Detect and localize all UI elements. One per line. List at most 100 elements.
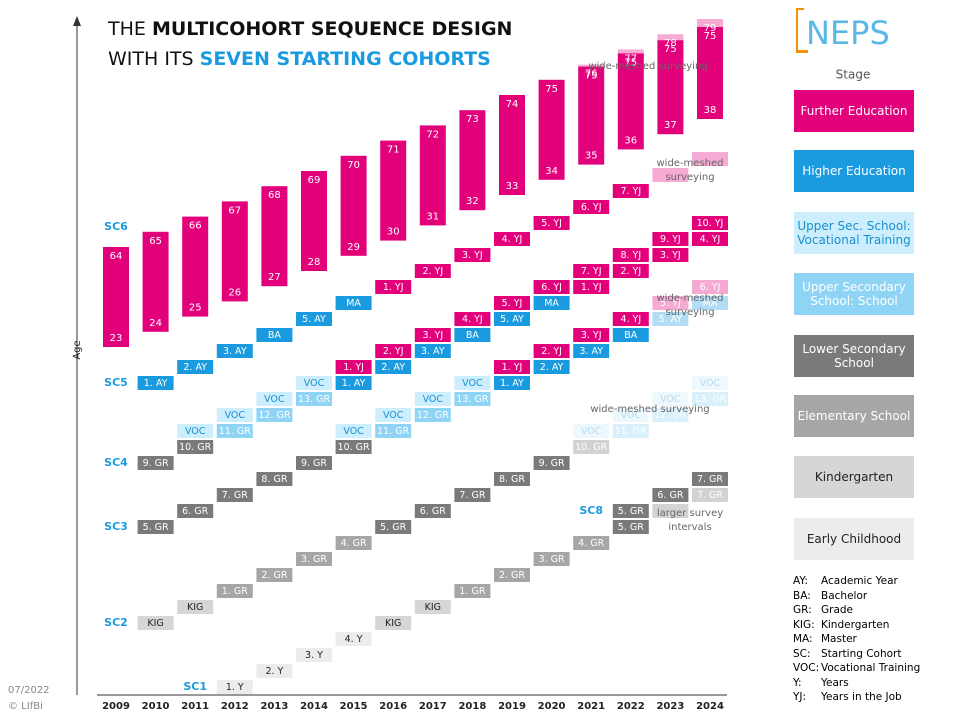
cell: 12. GR: [256, 408, 293, 422]
age-label: 36: [624, 135, 637, 146]
year-label: 2017: [419, 701, 447, 712]
cell: 11. GR: [612, 424, 649, 438]
cell-label: 1. YJ: [581, 282, 602, 293]
cell-label: 4. YJ: [462, 314, 483, 325]
cell-box: [375, 408, 412, 422]
cell: 10. GR: [573, 440, 610, 454]
age-label: 76: [585, 69, 598, 80]
cell-box: [414, 408, 451, 422]
cell: 1. YJ: [573, 280, 610, 294]
cell: KIG: [177, 600, 214, 614]
cell-label: 3. Y: [305, 650, 323, 661]
abbreviation-key: MA:: [793, 633, 813, 645]
age-label: 73: [466, 114, 479, 125]
cell: MA: [692, 296, 728, 310]
cell: 2. YJ: [375, 344, 412, 358]
axis-label: Age: [72, 340, 83, 359]
cell: 7. GR: [692, 488, 728, 502]
cell-box: [414, 264, 451, 278]
cell-label: 1. GR: [222, 586, 248, 597]
annotation: wide-meshed: [656, 158, 723, 169]
cell: 2. GR: [256, 568, 293, 582]
cell: 9. GR: [137, 456, 174, 470]
cell-box: [652, 248, 689, 262]
cell-label: BA: [466, 330, 480, 341]
abbreviation: SC: Starting Cohort: [793, 648, 902, 660]
cell: 7. GR: [454, 488, 491, 502]
cell: 9. YJ: [652, 232, 689, 246]
cell-box: [652, 296, 689, 310]
age-label: 35: [585, 151, 598, 162]
age-label: 34: [545, 166, 558, 177]
cell: 1. YJ: [375, 280, 412, 294]
cell-box: [177, 504, 214, 518]
age-label: 77: [624, 53, 637, 64]
cell-box: [216, 488, 253, 502]
age-label: 29: [347, 242, 360, 253]
cohort-bar: [459, 110, 486, 211]
cell: 5. YJ: [652, 296, 689, 310]
cell: 13. GR: [692, 392, 728, 406]
cell-label: KIG: [147, 618, 163, 629]
cell-label: 8. YJ: [620, 250, 641, 261]
cohort-label: SC4: [104, 456, 128, 469]
age-label: 33: [506, 181, 519, 192]
cell-label: 1. YJ: [502, 362, 523, 373]
cell: 6. YJ: [692, 280, 728, 294]
abbreviation-text: Academic Year: [821, 575, 898, 587]
cohort-bar: [419, 125, 446, 226]
cell-label: 3. YJ: [462, 250, 483, 261]
annotation: wide-meshed surveying: [588, 61, 707, 72]
cell-label: 13. GR: [456, 394, 488, 405]
cell-label: 3. YJ: [660, 250, 681, 261]
cell-box: [652, 504, 689, 518]
cell-label: 11. GR: [615, 426, 647, 437]
cell: [692, 152, 728, 166]
cell: KIG: [414, 600, 451, 614]
cell: 4. Y: [335, 632, 372, 646]
legend-label: Upper Secondary: [802, 280, 906, 294]
cell-box: [533, 456, 570, 470]
cell-label: 12. GR: [258, 410, 290, 421]
abbreviation-text: Years: [821, 676, 849, 689]
cohort-label: SC3: [104, 520, 128, 533]
cell-label: KIG: [425, 602, 441, 613]
cell: 5. GR: [612, 520, 649, 534]
year-label: 2009: [102, 701, 130, 712]
cohort-bar: [657, 40, 684, 135]
cell-box: [375, 360, 412, 374]
cell-label: 3. AY: [223, 346, 247, 357]
cell-label: 6. GR: [420, 506, 446, 517]
cell-label: 2. Y: [265, 666, 283, 677]
cell-label: 4. GR: [341, 538, 367, 549]
year-label: 2011: [181, 701, 209, 712]
cell-box: [414, 600, 451, 614]
cell-label: VOC: [581, 426, 602, 437]
cell: 7. YJ: [573, 264, 610, 278]
abbreviation-text: Years in the Job: [821, 691, 902, 703]
abbreviation-key: AY:: [793, 575, 808, 587]
cell-label: 9. YJ: [660, 234, 681, 245]
cell: VOC: [573, 424, 610, 438]
age-label: 23: [110, 333, 123, 344]
year-label: 2013: [260, 701, 288, 712]
cell-label: 4. YJ: [502, 234, 523, 245]
year-label: 2014: [300, 701, 328, 712]
abbreviation: AY: Academic Year: [793, 575, 898, 587]
cell-box: [216, 344, 253, 358]
abbreviation: BA: Bachelor: [793, 590, 867, 602]
cell: 5. AY: [652, 312, 689, 326]
cell-label: 5. GR: [618, 506, 644, 517]
cell-box: [573, 344, 610, 358]
cell-box: [296, 648, 332, 662]
year-label: 2019: [498, 701, 526, 712]
cell: 6. YJ: [533, 280, 570, 294]
cell-box: [335, 440, 372, 454]
legend-item: Elementary School: [794, 395, 914, 437]
cell: 8. GR: [256, 472, 293, 486]
cell-label: 4. Y: [345, 634, 363, 645]
cell: 5. YJ: [533, 216, 570, 230]
cell-label: VOC: [304, 378, 325, 389]
cell: 2. GR: [494, 568, 530, 582]
abbreviation-key: YJ:: [793, 691, 807, 703]
